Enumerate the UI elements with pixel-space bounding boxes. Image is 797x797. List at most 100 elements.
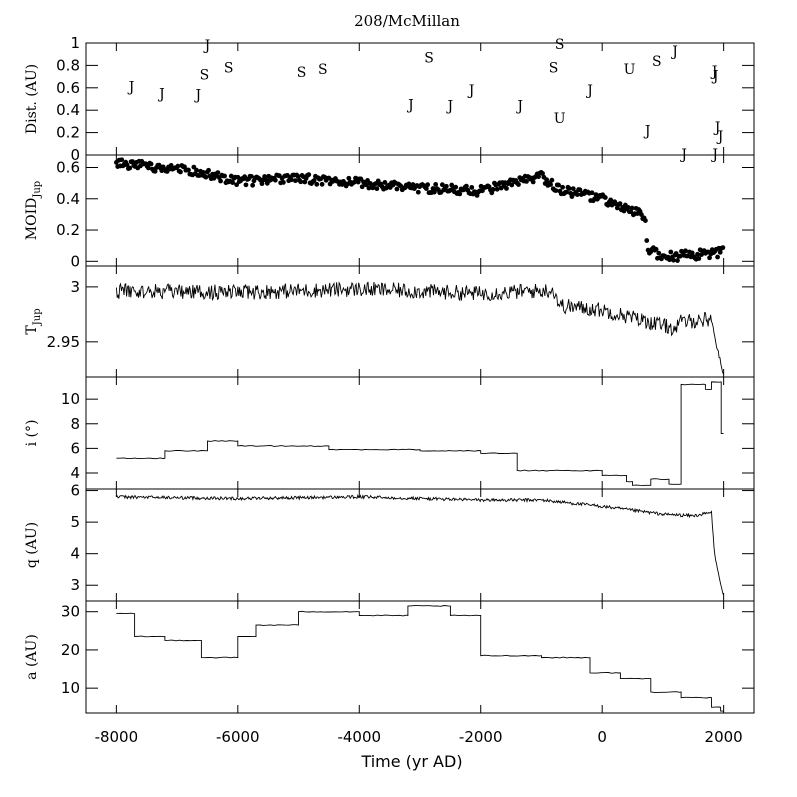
moid-point bbox=[548, 182, 553, 187]
moid-point bbox=[375, 178, 381, 184]
moid-point bbox=[298, 179, 304, 185]
y-axis-label: a (AU) bbox=[24, 634, 40, 680]
panel-2: 0 0.2 0.4 0.6 MOIDJup bbox=[24, 154, 755, 270]
series-line bbox=[116, 605, 724, 712]
panel-frame bbox=[85, 376, 755, 490]
moid-point bbox=[206, 167, 211, 173]
moid-point bbox=[544, 177, 549, 182]
series-line bbox=[116, 494, 724, 596]
moid-point bbox=[272, 177, 278, 183]
moid-point bbox=[516, 182, 521, 187]
moid-point bbox=[671, 257, 676, 263]
moid-point bbox=[235, 174, 241, 180]
moid-point bbox=[677, 253, 683, 259]
encounter-label: S bbox=[200, 67, 210, 83]
encounter-label: J bbox=[203, 38, 211, 54]
y-tick-label: 1 bbox=[70, 34, 80, 52]
y-tick-label: 8 bbox=[70, 415, 80, 433]
y-axis-label-subscript: Jup bbox=[32, 308, 43, 326]
moid-point bbox=[720, 245, 726, 251]
moid-point bbox=[656, 250, 662, 256]
y-tick-label: 3 bbox=[70, 278, 80, 296]
y-tick-label: 0.2 bbox=[56, 124, 80, 142]
moid-point bbox=[280, 179, 286, 185]
moid-point bbox=[696, 256, 702, 261]
moid-point bbox=[639, 212, 644, 218]
moid-point bbox=[129, 159, 135, 164]
moid-point bbox=[574, 192, 580, 197]
moid-point bbox=[222, 173, 227, 179]
moid-point bbox=[643, 218, 648, 223]
moid-point bbox=[382, 180, 388, 185]
moid-point bbox=[124, 162, 130, 168]
moid-point bbox=[577, 187, 583, 193]
moid-point bbox=[504, 186, 509, 191]
moid-point bbox=[553, 188, 559, 194]
moid-point bbox=[494, 186, 500, 192]
y-axis-label-text: a (AU) bbox=[24, 634, 40, 680]
panel-6: 10 20 30 a (AU) -8000 -6000 -4000 -2000 0 2000 bbox=[24, 600, 755, 746]
y-tick-label: 6 bbox=[70, 439, 80, 457]
moid-point bbox=[346, 175, 352, 181]
encounter-label: J bbox=[127, 80, 135, 96]
encounter-label: U bbox=[624, 62, 636, 78]
panel-frame bbox=[85, 600, 755, 714]
moid-point bbox=[152, 168, 158, 174]
y-tick-label: 10 bbox=[61, 679, 80, 697]
y-tick-label: 0.6 bbox=[56, 159, 80, 177]
moid-point bbox=[292, 178, 298, 184]
y-tick-label: 4 bbox=[70, 545, 80, 563]
y-axis-label-text: Dist. (AU) bbox=[24, 64, 40, 134]
encounter-label: J bbox=[515, 99, 523, 115]
y-axis-label: TJup bbox=[24, 308, 43, 334]
encounter-label: J bbox=[713, 120, 721, 136]
y-axis-label-subscript: Jup bbox=[32, 181, 43, 199]
moid-point bbox=[415, 189, 421, 195]
moid-point bbox=[683, 248, 688, 254]
moid-point bbox=[363, 182, 369, 188]
x-tick-label: 0 bbox=[597, 728, 607, 746]
encounter-label: J bbox=[585, 83, 593, 99]
moid-point bbox=[644, 238, 650, 243]
moid-point bbox=[218, 178, 223, 184]
y-tick-label: 0.4 bbox=[56, 101, 80, 119]
y-tick-label: 0.2 bbox=[56, 221, 80, 239]
panel-4: 4 6 8 10 i (°) bbox=[24, 376, 755, 490]
y-axis-label: q (AU) bbox=[24, 522, 40, 568]
moid-point bbox=[423, 186, 429, 191]
moid-point bbox=[560, 184, 565, 190]
moid-point bbox=[288, 177, 294, 183]
moid-point bbox=[549, 177, 555, 183]
moid-point bbox=[629, 205, 635, 211]
moid-point bbox=[566, 186, 572, 191]
moid-point bbox=[431, 189, 437, 195]
x-tick-label: -4000 bbox=[337, 728, 381, 746]
moid-point bbox=[314, 181, 320, 187]
moid-point bbox=[234, 182, 240, 188]
encounter-label: J bbox=[406, 98, 414, 114]
y-axis-label-text: T bbox=[24, 325, 40, 335]
y-tick-label: 20 bbox=[61, 641, 80, 659]
moid-point bbox=[490, 186, 496, 192]
moid-point bbox=[230, 180, 235, 185]
encounter-label: J bbox=[194, 88, 202, 104]
moid-point bbox=[178, 169, 183, 175]
y-axis-label-text: MOID bbox=[24, 198, 40, 241]
encounter-label: S bbox=[224, 61, 234, 77]
y-tick-label: 0 bbox=[70, 146, 80, 164]
encounter-label: J bbox=[716, 129, 724, 145]
moid-point bbox=[194, 167, 199, 173]
encounter-label: S bbox=[555, 37, 565, 53]
moid-point bbox=[250, 182, 256, 188]
panel-5: 3 4 5 6 q (AU) bbox=[24, 482, 755, 602]
encounter-label: J bbox=[467, 83, 475, 99]
encounter-label: J bbox=[711, 68, 719, 84]
moid-point bbox=[203, 174, 209, 180]
moid-point bbox=[457, 191, 463, 197]
y-axis-label: MOIDJup bbox=[24, 181, 43, 240]
moid-point bbox=[469, 185, 475, 190]
